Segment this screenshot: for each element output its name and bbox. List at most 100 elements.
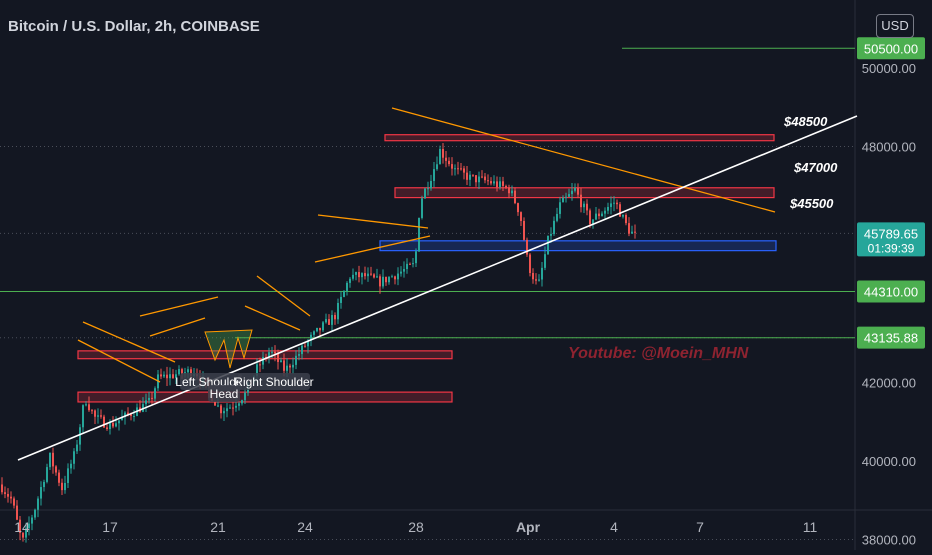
pattern-label-bg-2 — [238, 373, 310, 390]
candle-body — [181, 369, 183, 374]
zone-label-0: $48500 — [783, 114, 828, 129]
pattern-label-1: Head — [210, 387, 239, 401]
candle-body — [559, 202, 561, 214]
zone-rect-0 — [384, 134, 775, 142]
trendline-6 — [317, 214, 429, 229]
candle-body — [19, 519, 21, 533]
candle-body — [631, 231, 633, 234]
x-tick-label-7: 7 — [696, 519, 704, 535]
candle-body — [49, 452, 51, 468]
candle-body — [145, 400, 147, 405]
candle-body — [274, 351, 276, 354]
watermark-text: Youtube: @Moein_MHN — [568, 345, 749, 362]
candle-body — [409, 263, 411, 265]
x-tick-label-5: Apr — [516, 519, 541, 535]
candle-body — [34, 509, 36, 518]
candle-body — [295, 355, 297, 365]
candle-body — [355, 272, 357, 275]
candle-body — [334, 315, 336, 320]
candle-body — [232, 407, 234, 409]
candle-body — [190, 369, 192, 377]
candle-body — [325, 319, 327, 323]
candle-body — [76, 444, 78, 452]
candle-body — [634, 231, 636, 233]
candle-body — [259, 364, 261, 366]
candle-body — [268, 352, 270, 358]
candle-body — [238, 403, 240, 406]
head-shoulders-pattern — [204, 329, 253, 369]
candle-body — [160, 374, 162, 377]
candle-body — [565, 196, 567, 198]
candle-body — [331, 315, 333, 325]
zone-rect-2 — [379, 240, 777, 252]
candle-body — [433, 169, 435, 181]
y-tick-label-2: 42000.00 — [862, 375, 916, 390]
candle-body — [169, 374, 171, 379]
candle-body — [100, 415, 102, 417]
x-tick-label-0: 14 — [14, 519, 30, 535]
candle-body — [388, 277, 390, 283]
candle-body — [241, 400, 243, 404]
candle-body — [448, 160, 450, 165]
candle-body — [370, 273, 372, 275]
candle-body — [598, 213, 600, 217]
candle-body — [85, 404, 87, 406]
x-tick-label-2: 21 — [210, 519, 226, 535]
candle-body — [382, 276, 384, 287]
candle-body — [133, 415, 135, 417]
candle-body — [343, 290, 345, 297]
candle-body — [484, 176, 486, 181]
zone-label-2: $45500 — [789, 196, 834, 211]
candle-body — [319, 327, 321, 331]
price-badge-0 — [857, 37, 925, 60]
zone-rect-4 — [77, 391, 453, 403]
candle-body — [187, 369, 189, 373]
candle-body — [1, 484, 3, 493]
candle-body — [544, 254, 546, 268]
currency-button[interactable]: USD — [876, 14, 914, 38]
y-tick-label-4: 50000.00 — [862, 61, 916, 76]
candle-body — [184, 372, 186, 374]
price-badge-2 — [857, 280, 925, 303]
candle-body — [430, 180, 432, 189]
price-badge-3 — [857, 326, 925, 349]
candle-body — [22, 532, 24, 538]
candle-body — [280, 360, 282, 362]
candle-body — [595, 213, 597, 220]
candle-body — [175, 374, 177, 378]
candle-body — [166, 374, 168, 379]
candle-body — [52, 452, 54, 467]
candle-body — [67, 468, 69, 483]
candle-body — [4, 492, 6, 494]
candle-body — [118, 420, 120, 424]
candle-body — [364, 273, 366, 277]
candle-body — [496, 181, 498, 188]
price-badge-label-1: 45789.65 — [864, 226, 918, 241]
price-badge-countdown-1: 01:39:39 — [868, 241, 915, 255]
candle-body — [352, 274, 354, 279]
candle-body — [478, 176, 480, 183]
candle-body — [214, 401, 216, 406]
candle-body — [376, 276, 378, 278]
candle-body — [415, 251, 417, 264]
candle-body — [217, 405, 219, 407]
candle-body — [535, 279, 537, 281]
candle-body — [397, 273, 399, 280]
candle-body — [70, 463, 72, 469]
candle-body — [529, 254, 531, 273]
candle-body — [574, 187, 576, 191]
zone-label-1: $47000 — [793, 160, 838, 175]
candle-body — [220, 405, 222, 414]
candle-body — [556, 213, 558, 221]
candle-body — [109, 423, 111, 430]
trendline-2 — [139, 296, 219, 317]
candle-body — [550, 233, 552, 236]
y-tick-label-3: 48000.00 — [862, 140, 916, 155]
candle-body — [487, 180, 489, 182]
candle-body — [421, 198, 423, 218]
candle-body — [340, 296, 342, 303]
candle-body — [403, 269, 405, 272]
candle-body — [31, 517, 33, 524]
